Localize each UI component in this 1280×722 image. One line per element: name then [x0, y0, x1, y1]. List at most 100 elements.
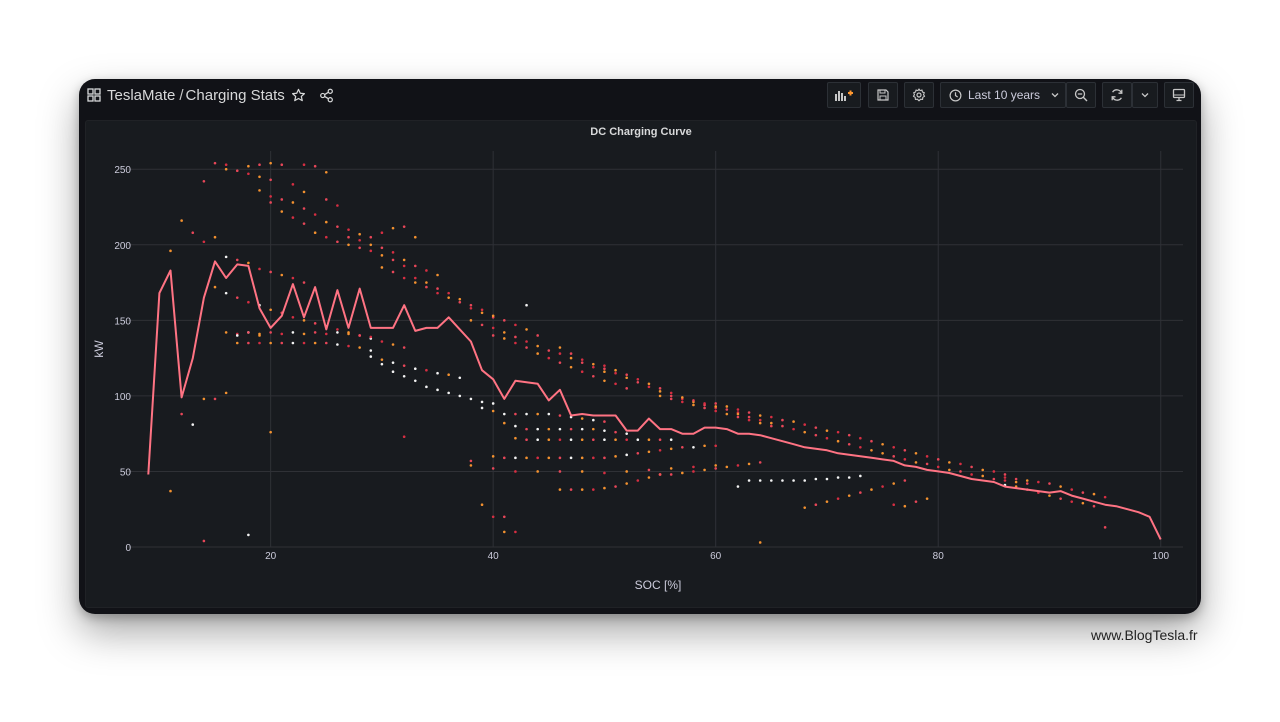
scatter-point [580, 470, 584, 473]
refresh-interval-dropdown[interactable] [1132, 82, 1158, 108]
scatter-point [569, 365, 573, 369]
scatter-point [358, 232, 361, 236]
scatter-point [1014, 480, 1018, 484]
time-range-picker[interactable]: Last 10 years [940, 82, 1066, 108]
scatter-point [480, 503, 484, 506]
scatter-point [514, 341, 517, 345]
scatter-point [336, 331, 339, 334]
tv-mode-button[interactable] [1164, 82, 1194, 108]
scatter-point [547, 412, 551, 416]
scatter-point [825, 477, 829, 481]
star-icon[interactable] [291, 88, 306, 103]
scatter-point [647, 468, 651, 472]
scatter-point [558, 470, 562, 473]
scatter-point [547, 427, 551, 431]
dashboard-title[interactable]: Charging Stats [185, 87, 285, 104]
scatter-point [669, 447, 673, 451]
scatter-point [525, 456, 528, 460]
scatter-point [469, 464, 473, 467]
scatter-point [269, 178, 272, 182]
scatter-point [803, 506, 807, 510]
dc-charging-curve-chart: 0 50 100 150 200 250 20 40 60 80 100 SOC [%] kW [92, 151, 1183, 592]
scatter-point [280, 198, 284, 201]
scatter-point [603, 370, 606, 374]
scatter-point [870, 488, 873, 491]
scatter-point [402, 346, 406, 349]
x-tick-label: 80 [933, 551, 945, 562]
scatter-point [1081, 491, 1085, 494]
scatter-point [603, 438, 606, 442]
scatter-point [580, 370, 584, 374]
share-icon[interactable] [319, 88, 334, 103]
scatter-point [447, 296, 450, 299]
scatter-point [525, 328, 528, 331]
scatter-point [859, 445, 862, 449]
folder-link[interactable]: TeslaMate [107, 87, 176, 104]
watermark-text: www.BlogTesla.fr [1091, 627, 1198, 643]
scatter-point [447, 391, 450, 395]
scatter-point [592, 427, 595, 431]
scatter-point [859, 474, 862, 478]
scatter-point [502, 515, 506, 519]
scatter-point [324, 341, 328, 345]
scatter-point [603, 420, 606, 423]
scatter-point [380, 358, 384, 361]
scatter-point [669, 438, 673, 442]
scatter-point [692, 470, 695, 473]
scatter-point [425, 385, 428, 389]
scatter-point [258, 175, 261, 179]
scatter-point [302, 332, 306, 336]
scatter-point [1003, 479, 1007, 482]
scatter-point [235, 258, 239, 262]
x-tick-label: 60 [710, 551, 722, 562]
scatter-point [247, 341, 250, 345]
scatter-point [358, 346, 361, 349]
refresh-button[interactable] [1102, 82, 1132, 108]
scatter-point [536, 427, 539, 431]
add-panel-button[interactable] [827, 82, 861, 108]
scatter-point [514, 335, 517, 339]
scatter-point [847, 494, 851, 497]
scatter-point [469, 459, 473, 463]
scatter-point [302, 281, 306, 284]
scatter-point [425, 269, 428, 272]
scatter-point [514, 412, 517, 416]
scatter-point [502, 319, 506, 322]
scatter-point [480, 400, 484, 404]
scatter-point [914, 500, 918, 503]
scatter-point [669, 394, 673, 398]
panel-title[interactable]: DC Charging Curve [590, 126, 692, 138]
scatter-point [736, 412, 740, 416]
chart-panel: DC Charging Curve 0 50 100 150 200 250 20 40 60 8… [85, 120, 1197, 608]
scatter-point [258, 334, 261, 337]
scatter-point [491, 455, 495, 458]
scatter-point [603, 486, 606, 490]
scatter-point [714, 402, 717, 405]
zoom-out-button[interactable] [1066, 82, 1096, 108]
scatter-point [647, 438, 651, 442]
scatter-point [514, 530, 517, 534]
scatter-point [736, 485, 740, 488]
dashboard-topbar: TeslaMate / Charging Stats [79, 79, 1201, 119]
apps-grid-icon[interactable] [87, 88, 101, 102]
scatter-point [491, 515, 495, 519]
scatter-point [213, 235, 217, 239]
grafana-window: TeslaMate / Charging Stats [79, 79, 1201, 614]
scatter-point [603, 429, 606, 432]
scatter-point [291, 276, 295, 280]
scatter-point [213, 161, 217, 165]
scatter-point [580, 488, 584, 491]
scatter-point [425, 281, 428, 284]
scatter-point [936, 458, 940, 461]
dashboard-settings-button[interactable] [904, 82, 934, 108]
scatter-point [191, 231, 195, 234]
scatter-point [703, 444, 706, 448]
scatter-point [580, 361, 584, 364]
save-dashboard-button[interactable] [868, 82, 898, 108]
scatter-point [580, 417, 584, 420]
scatter-point [302, 190, 306, 194]
scatter-point [881, 452, 884, 455]
scatter-point [992, 477, 996, 481]
scatter-point [536, 344, 539, 348]
scatter-point [224, 331, 228, 334]
